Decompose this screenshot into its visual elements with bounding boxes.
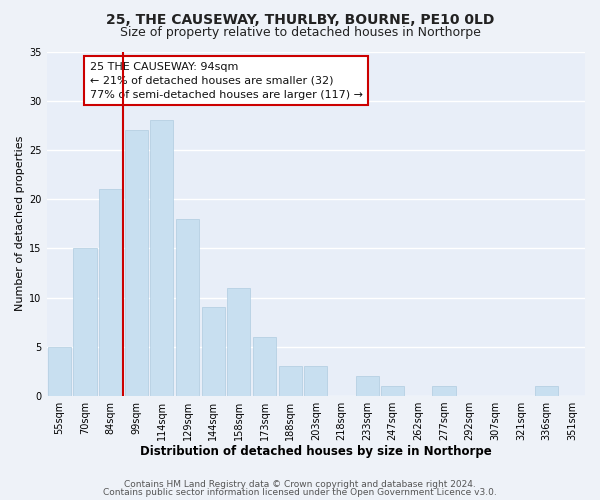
Bar <box>535 386 558 396</box>
Bar <box>151 120 173 396</box>
Text: Contains public sector information licensed under the Open Government Licence v3: Contains public sector information licen… <box>103 488 497 497</box>
Y-axis label: Number of detached properties: Number of detached properties <box>15 136 25 312</box>
Bar <box>99 190 122 396</box>
Bar <box>381 386 404 396</box>
Text: 25, THE CAUSEWAY, THURLBY, BOURNE, PE10 0LD: 25, THE CAUSEWAY, THURLBY, BOURNE, PE10 … <box>106 12 494 26</box>
Bar <box>356 376 379 396</box>
Bar <box>433 386 455 396</box>
Text: 25 THE CAUSEWAY: 94sqm
← 21% of detached houses are smaller (32)
77% of semi-det: 25 THE CAUSEWAY: 94sqm ← 21% of detached… <box>89 62 362 100</box>
Bar <box>48 347 71 396</box>
Bar <box>304 366 328 396</box>
X-axis label: Distribution of detached houses by size in Northorpe: Distribution of detached houses by size … <box>140 444 491 458</box>
Bar <box>253 337 276 396</box>
Text: Size of property relative to detached houses in Northorpe: Size of property relative to detached ho… <box>119 26 481 39</box>
Bar <box>125 130 148 396</box>
Bar <box>176 219 199 396</box>
Bar <box>73 248 97 396</box>
Bar <box>202 308 225 396</box>
Text: Contains HM Land Registry data © Crown copyright and database right 2024.: Contains HM Land Registry data © Crown c… <box>124 480 476 489</box>
Bar <box>278 366 302 396</box>
Bar <box>227 288 250 396</box>
